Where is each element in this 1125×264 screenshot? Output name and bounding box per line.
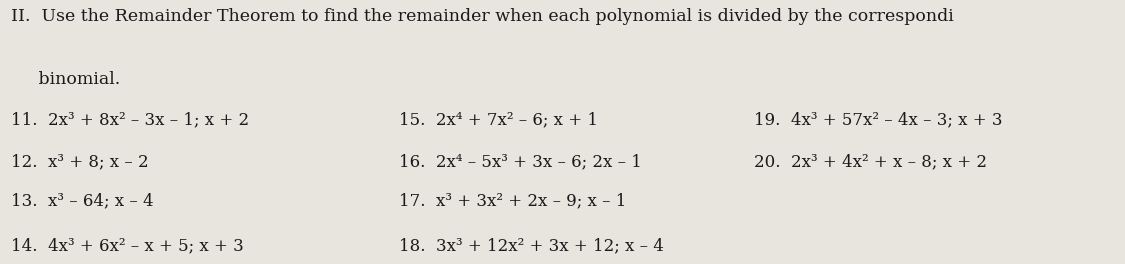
Text: 12.  x³ + 8; x – 2: 12. x³ + 8; x – 2 — [11, 153, 148, 170]
Text: binomial.: binomial. — [11, 71, 120, 88]
Text: 11.  2x³ + 8x² – 3x – 1; x + 2: 11. 2x³ + 8x² – 3x – 1; x + 2 — [11, 111, 250, 128]
Text: 18.  3x³ + 12x² + 3x + 12; x – 4: 18. 3x³ + 12x² + 3x + 12; x – 4 — [399, 238, 664, 254]
Text: 15.  2x⁴ + 7x² – 6; x + 1: 15. 2x⁴ + 7x² – 6; x + 1 — [399, 111, 598, 128]
Text: 16.  2x⁴ – 5x³ + 3x – 6; 2x – 1: 16. 2x⁴ – 5x³ + 3x – 6; 2x – 1 — [399, 153, 642, 170]
Text: 19.  4x³ + 57x² – 4x – 3; x + 3: 19. 4x³ + 57x² – 4x – 3; x + 3 — [754, 111, 1002, 128]
Text: II.  Use the Remainder Theorem to find the remainder when each polynomial is div: II. Use the Remainder Theorem to find th… — [11, 8, 954, 25]
Text: 13.  x³ – 64; x – 4: 13. x³ – 64; x – 4 — [11, 193, 154, 210]
Text: 17.  x³ + 3x² + 2x – 9; x – 1: 17. x³ + 3x² + 2x – 9; x – 1 — [399, 193, 627, 210]
Text: 20.  2x³ + 4x² + x – 8; x + 2: 20. 2x³ + 4x² + x – 8; x + 2 — [754, 153, 987, 170]
Text: 14.  4x³ + 6x² – x + 5; x + 3: 14. 4x³ + 6x² – x + 5; x + 3 — [11, 238, 244, 254]
